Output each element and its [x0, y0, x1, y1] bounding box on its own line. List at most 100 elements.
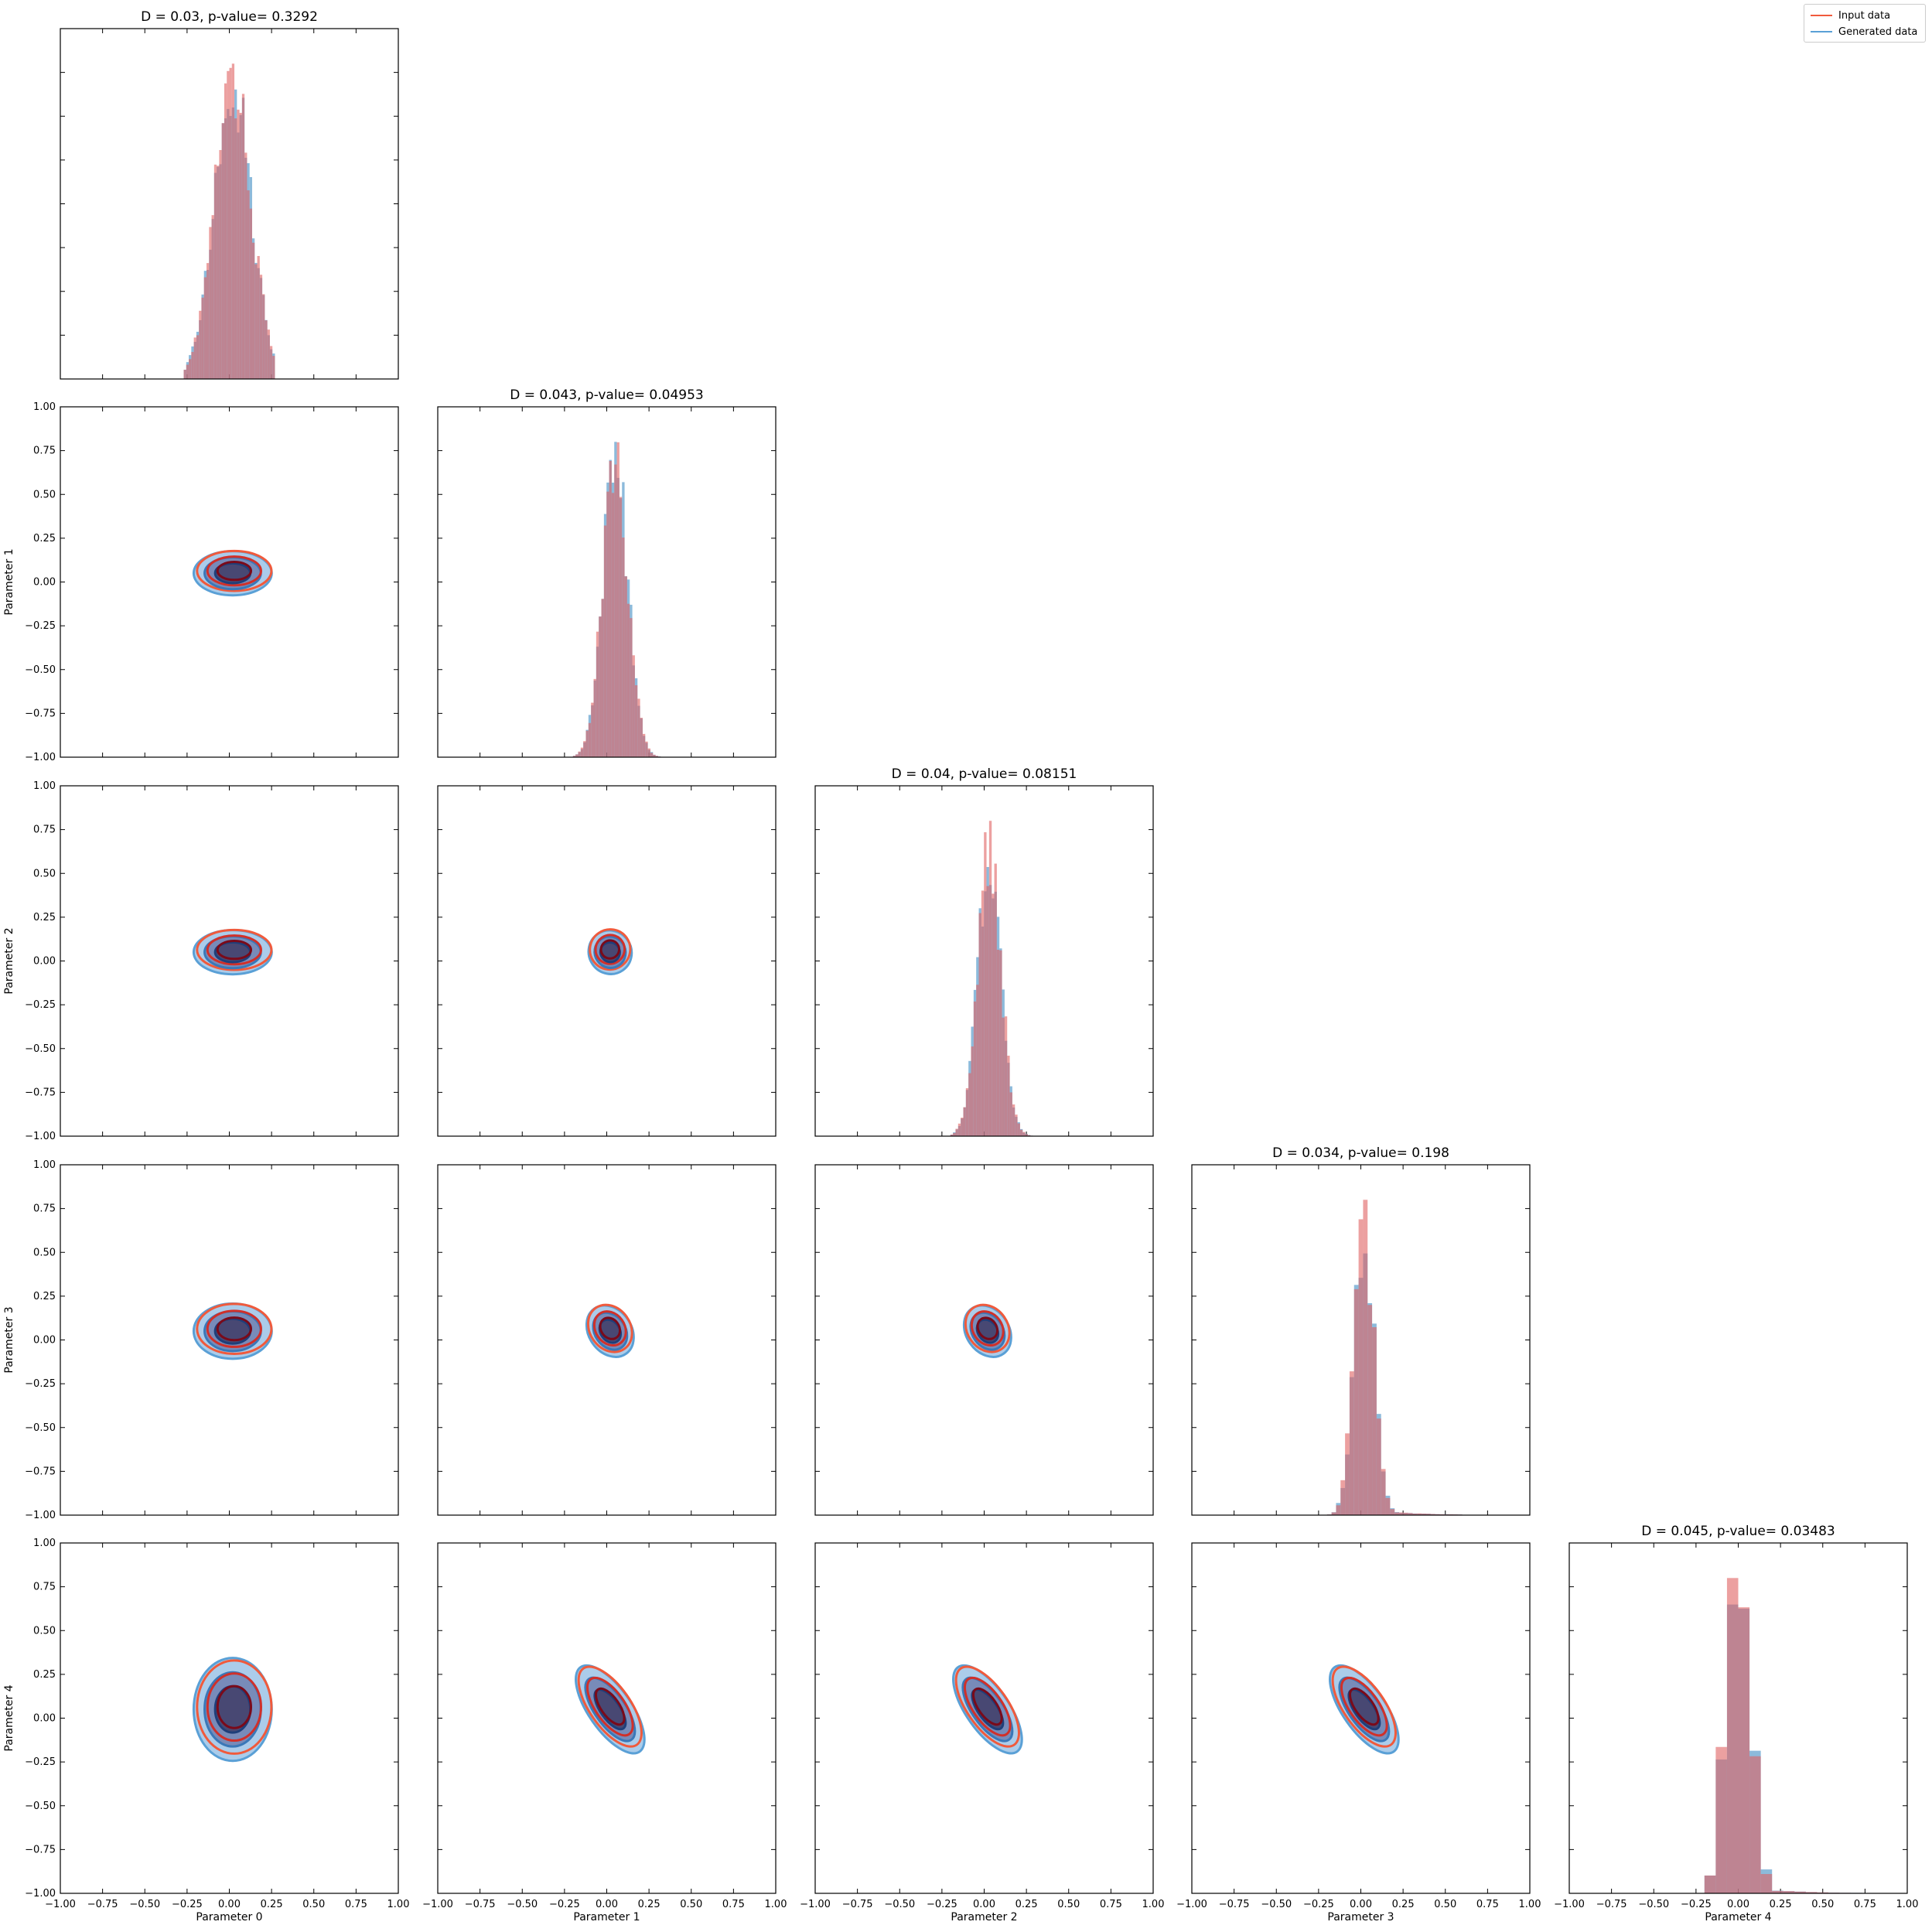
contour-input — [216, 940, 253, 961]
contour-input — [592, 1310, 627, 1347]
panel-2-1 — [437, 785, 777, 1137]
hist-bar-input — [606, 491, 609, 757]
x-tick-label: 0.75 — [1476, 1899, 1499, 1910]
hist-bar-input — [978, 913, 981, 1136]
hist-bar-input — [1372, 1327, 1377, 1515]
hist-bar-input — [630, 618, 633, 757]
hist-bar-input — [1749, 1756, 1761, 1893]
hist-bar-input — [611, 493, 615, 757]
hist-bar-input — [249, 208, 252, 379]
hist-bar-input — [624, 576, 627, 757]
legend-label-generated: Generated data — [1838, 26, 1918, 38]
y-tick-label: −1.00 — [25, 752, 56, 763]
panel-frame — [1191, 1542, 1531, 1894]
hist-bar-input — [196, 335, 200, 379]
contour-input — [216, 1316, 253, 1342]
y-tick-label: −0.50 — [25, 664, 56, 676]
hist-bar-input — [1390, 1509, 1395, 1515]
hist-bar-input — [596, 631, 599, 757]
hist-bar-input — [588, 722, 592, 757]
y-tick-label: 0.50 — [33, 489, 56, 500]
panel-frame — [814, 785, 1154, 1137]
hist-bar-input — [265, 320, 268, 379]
y-tick-label: −0.75 — [25, 1087, 56, 1098]
hist-bar-input — [1336, 1505, 1341, 1515]
hist-bar-input — [207, 263, 210, 379]
hist-bar-input — [1015, 1114, 1018, 1136]
x-tick-label: −0.75 — [1596, 1899, 1627, 1910]
y-tick-label: −1.00 — [25, 1510, 56, 1521]
hist-bar-input — [591, 702, 594, 757]
hist-bar-input — [237, 109, 240, 379]
panel-0-0: D = 0.03, p-value= 0.3292 — [60, 9, 399, 380]
x-axis-label: Parameter 0 — [196, 1911, 262, 1923]
y-tick-label: −0.50 — [25, 1043, 56, 1055]
hist-bar-input — [189, 359, 192, 379]
y-axis-label: Parameter 3 — [3, 1306, 15, 1373]
x-tick-label: −0.25 — [1681, 1899, 1712, 1910]
x-tick-label: −0.75 — [465, 1899, 496, 1910]
hist-bar-input — [1004, 1016, 1008, 1136]
y-tick-label: 0.50 — [33, 868, 56, 879]
hist-bar-input — [203, 277, 207, 379]
y-tick-label: −0.25 — [25, 1756, 56, 1768]
y-tick-label: 0.75 — [33, 824, 56, 836]
hist-bar-input — [1012, 1104, 1015, 1136]
hist-bar-input — [244, 152, 247, 379]
hist-bar-input — [996, 950, 1000, 1136]
contour-input — [964, 1303, 1011, 1353]
hist-bar-input — [1331, 1512, 1336, 1515]
contour-input — [599, 939, 621, 960]
hist-bar-input — [1345, 1433, 1350, 1515]
x-axis-label: Parameter 3 — [1327, 1911, 1394, 1923]
panel-3-2 — [814, 1164, 1154, 1516]
hist-bar-input — [637, 698, 640, 757]
hist-bar-input — [1715, 1746, 1727, 1893]
hist-bar-input — [269, 346, 273, 379]
hist-bar-input — [1425, 1514, 1431, 1515]
contour-input — [963, 1676, 1012, 1737]
hist-bar-input — [186, 364, 189, 379]
y-tick-label: 0.00 — [33, 1335, 56, 1347]
hist-bar-input — [1002, 1017, 1005, 1136]
contour-input — [196, 549, 273, 592]
contour-input — [976, 1316, 999, 1340]
contour-input — [1331, 1665, 1397, 1748]
x-tick-label: 0.00 — [973, 1899, 995, 1910]
hist-bar-input — [219, 149, 222, 379]
panel-frame — [1568, 1542, 1908, 1894]
x-tick-label: 0.75 — [1100, 1899, 1122, 1910]
hist-bar-input — [1019, 1129, 1023, 1136]
hist-bar-input — [221, 123, 224, 380]
hist-bar-input — [211, 215, 214, 379]
x-tick-label: 0.00 — [596, 1899, 618, 1910]
hist-bar-input — [992, 893, 995, 1136]
x-tick-label: −0.25 — [172, 1899, 203, 1910]
panel-4-4: −1.00 −0.75 −0.50 −0.25 0.00 0.25 0.50 0.75 1.00… — [1554, 1524, 1918, 1923]
hist-bar-input — [968, 1073, 971, 1136]
panel-frame — [437, 406, 777, 758]
hist-bar-input — [988, 821, 992, 1136]
legend-item-generated: Generated data — [1811, 25, 1917, 39]
hist-bar-input — [981, 890, 985, 1136]
contour-input — [594, 934, 626, 965]
hist-bar-input — [599, 616, 602, 757]
x-tick-label: 0.25 — [1770, 1899, 1792, 1910]
x-tick-label: −0.75 — [842, 1899, 873, 1910]
panel-frame — [60, 785, 399, 1137]
legend-swatch-input — [1811, 15, 1832, 16]
x-tick-label: 0.50 — [302, 1899, 325, 1910]
hist-bar-input — [645, 741, 648, 757]
hist-bar-input — [1363, 1200, 1368, 1515]
panel-frame — [437, 785, 777, 1137]
hist-bar-input — [994, 863, 997, 1136]
x-axis-label: Parameter 1 — [573, 1911, 640, 1923]
x-tick-label: −0.75 — [87, 1899, 118, 1910]
y-tick-label: 1.00 — [33, 780, 56, 792]
hist-bar-input — [213, 164, 217, 380]
contour-input — [1348, 1687, 1380, 1726]
y-tick-label: 0.75 — [33, 1582, 56, 1593]
hist-bar-input — [957, 1123, 961, 1136]
panel-2-0: −1.00 −0.75 −0.50 −0.25 0.00 0.25 0.50 0.75 1.00… — [3, 780, 399, 1142]
hist-bar-input — [191, 352, 194, 379]
